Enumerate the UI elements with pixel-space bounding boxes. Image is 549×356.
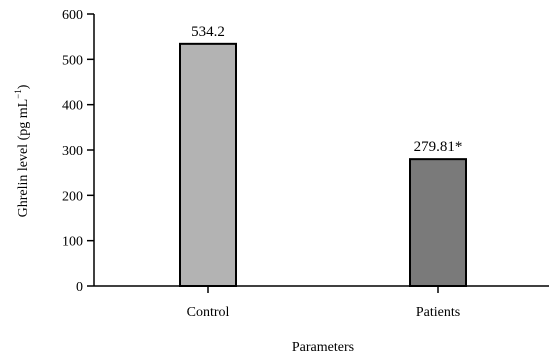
y-tick-label: 400	[62, 99, 83, 114]
bar-value-label: 534.2	[191, 24, 225, 40]
x-tick-label: Patients	[416, 305, 460, 320]
bar-patients	[409, 158, 467, 287]
y-axis-title-superscript: −1	[13, 89, 23, 99]
y-tick-label: 600	[62, 8, 83, 23]
x-axis-title: Parameters	[292, 340, 354, 355]
y-tick-label: 100	[62, 235, 83, 250]
y-tick-label: 500	[62, 53, 83, 68]
y-tick-label: 0	[76, 280, 83, 295]
y-tick-label: 200	[62, 189, 83, 204]
y-axis-title-close: )	[16, 84, 31, 89]
x-tick-label: Control	[187, 305, 230, 320]
bar-value-label: 279.81*	[414, 139, 463, 155]
bars: 534.2 279.81*	[179, 24, 467, 288]
y-axis-title: Ghrelin level (pg mL−1)	[13, 84, 31, 217]
y-tick-label: 300	[62, 144, 83, 159]
x-axis-ticks: Control Patients	[187, 286, 460, 320]
y-axis-ticks: 0 100 200 300 400 500 600	[62, 8, 94, 295]
y-axis-title-text: Ghrelin level (pg mL	[16, 99, 31, 218]
bar-control	[179, 42, 237, 288]
